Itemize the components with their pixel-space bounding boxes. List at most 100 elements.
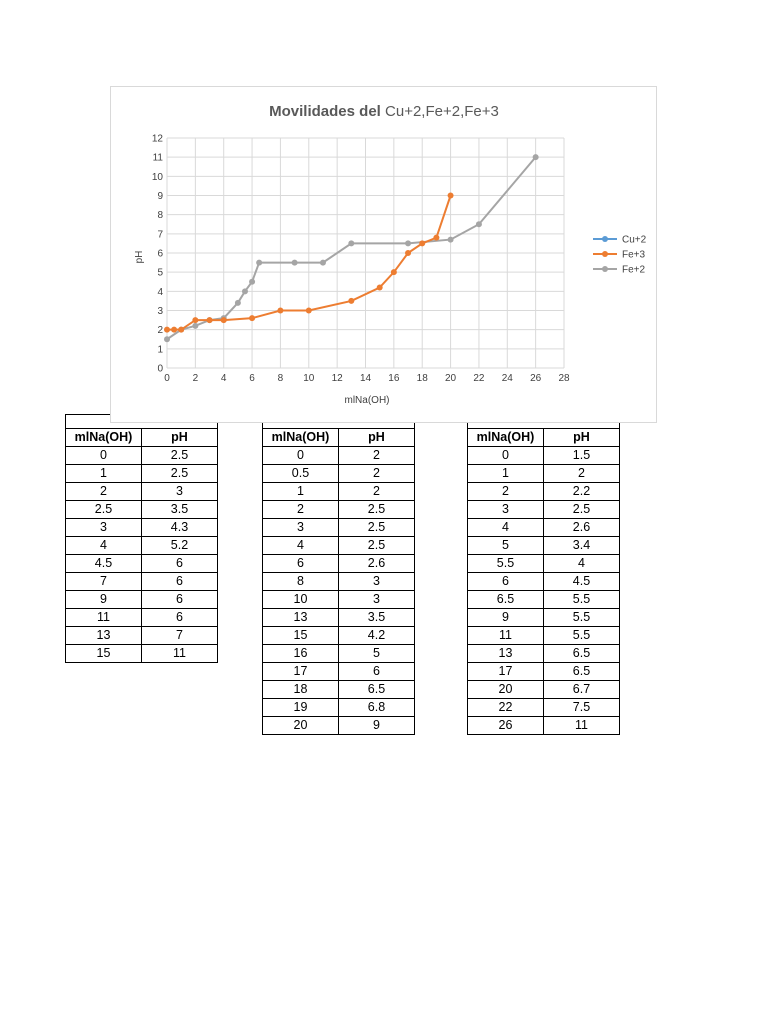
table-cell: 10 bbox=[262, 590, 339, 609]
data-point bbox=[419, 240, 426, 247]
table-cell: 9 bbox=[338, 716, 415, 735]
table-cell: 2.5 bbox=[141, 464, 218, 483]
legend-swatch-marker bbox=[602, 266, 608, 272]
table-cell: 6 bbox=[141, 554, 218, 573]
table-cell: 2 bbox=[338, 446, 415, 465]
table-cell: 2 bbox=[338, 482, 415, 501]
table-cell: 1.5 bbox=[543, 446, 620, 465]
y-tick-label: 4 bbox=[157, 287, 163, 298]
table-cell: 2.2 bbox=[543, 482, 620, 501]
data-point bbox=[249, 315, 256, 322]
data-point bbox=[234, 299, 241, 306]
table-cell: 9 bbox=[467, 608, 544, 627]
x-tick-label: 6 bbox=[249, 373, 255, 384]
table-row: 0 1.5 bbox=[467, 446, 620, 465]
table-cell: 3 bbox=[141, 482, 218, 501]
table-cell: 11 bbox=[543, 716, 620, 735]
table-cell: 0 bbox=[262, 446, 339, 465]
table-cell: 17 bbox=[467, 662, 544, 681]
series-group bbox=[164, 154, 539, 343]
table-cell: 3 bbox=[65, 518, 142, 537]
table-cell: 13 bbox=[262, 608, 339, 627]
table-cell: 6.5 bbox=[338, 680, 415, 699]
table-cell: 1 bbox=[262, 482, 339, 501]
table-cell: 7 bbox=[65, 572, 142, 591]
table-cell: 2.5 bbox=[338, 500, 415, 519]
table-cell: 6.7 bbox=[543, 680, 620, 699]
table-cell: 13 bbox=[467, 644, 544, 663]
table-cell: 3.5 bbox=[141, 500, 218, 519]
legend-swatch-marker bbox=[602, 251, 608, 257]
legend-item: Fe+2 bbox=[593, 265, 646, 276]
series-Fe+3 bbox=[164, 192, 454, 333]
table-header-row: mlNa(OH) pH bbox=[65, 428, 218, 447]
table-cell: 6 bbox=[141, 590, 218, 609]
table-cell: 5.5 bbox=[467, 554, 544, 573]
y-tick-label: 3 bbox=[157, 306, 163, 317]
legend-swatch-marker bbox=[602, 236, 608, 242]
table-row: 11 6 bbox=[65, 608, 218, 627]
table-cell: 4.2 bbox=[338, 626, 415, 645]
series-line bbox=[166, 156, 537, 341]
table-row: 0.5 2 bbox=[262, 464, 415, 483]
table-cell: 0 bbox=[467, 446, 544, 465]
x-axis-label: mlNa(OH) bbox=[345, 395, 390, 406]
table-row: 13 6.5 bbox=[467, 644, 620, 663]
table-cell: 3 bbox=[338, 572, 415, 591]
y-tick-label: 11 bbox=[153, 153, 164, 164]
y-tick-label: 0 bbox=[157, 364, 163, 375]
data-point bbox=[319, 259, 326, 266]
table-cell: 4.5 bbox=[65, 554, 142, 573]
grid-lines bbox=[166, 137, 565, 369]
column-header: pH bbox=[141, 428, 218, 447]
data-point bbox=[164, 336, 170, 343]
table-row: 17 6 bbox=[262, 662, 415, 681]
table-row: 2.5 3.5 bbox=[65, 500, 218, 519]
table-cell: 6 bbox=[338, 662, 415, 681]
data-point bbox=[241, 288, 248, 295]
table-cell: 4 bbox=[543, 554, 620, 573]
table-cu: mlNa(OH) pH 0 2.5 1 2.5 2 3 2.5 3.5 3 4.3 4 5.2 4.5 6 7 6… bbox=[65, 414, 218, 663]
table-cell: 6 bbox=[262, 554, 339, 573]
table-cell: 4.5 bbox=[543, 572, 620, 591]
column-header: mlNa(OH) bbox=[65, 428, 142, 447]
x-tick-label: 24 bbox=[502, 373, 514, 384]
chart-container: Movilidades del Cu+2,Fe+2,Fe+3 0 2 4 6 8 10 12… bbox=[110, 86, 657, 423]
table-fe2-body: mlNa(OH) pH 0 1.5 1 2 2 2.2 3 2.5 4 2.6 5 3.4 5.5 4 6 4.5… bbox=[467, 414, 620, 735]
table-row: 19 6.8 bbox=[262, 698, 415, 717]
data-point bbox=[348, 297, 355, 304]
series-Fe+2 bbox=[164, 154, 539, 343]
data-point bbox=[192, 322, 199, 329]
table-row: 4 2.6 bbox=[467, 518, 620, 537]
table-cell: 6 bbox=[467, 572, 544, 591]
data-point bbox=[220, 317, 227, 324]
table-cell: 5.5 bbox=[543, 608, 620, 627]
table-cell: 2.6 bbox=[338, 554, 415, 573]
data-point bbox=[164, 326, 170, 333]
table-cell: 11 bbox=[65, 608, 142, 627]
table-cell: 2.5 bbox=[338, 518, 415, 537]
legend-label: Fe+2 bbox=[622, 265, 646, 276]
table-cell: 9 bbox=[65, 590, 142, 609]
column-header: mlNa(OH) bbox=[262, 428, 339, 447]
y-tick-label: 12 bbox=[152, 134, 164, 145]
legend: Cu+2 Fe+3 Fe+2 bbox=[593, 235, 647, 276]
data-point bbox=[178, 326, 185, 333]
table-cell: 4 bbox=[65, 536, 142, 555]
table-cell: 18 bbox=[262, 680, 339, 699]
table-row: 9 5.5 bbox=[467, 608, 620, 627]
table-header-row: mlNa(OH) pH bbox=[262, 428, 415, 447]
y-tick-label: 2 bbox=[157, 325, 163, 336]
column-header: pH bbox=[338, 428, 415, 447]
y-tick-label: 5 bbox=[157, 268, 163, 279]
data-point bbox=[405, 250, 412, 256]
table-row: 26 11 bbox=[467, 716, 620, 735]
chart-svg: Movilidades del Cu+2,Fe+2,Fe+3 0 2 4 6 8 10 12… bbox=[134, 103, 647, 406]
table-cell: 0 bbox=[65, 446, 142, 465]
x-tick-label: 8 bbox=[278, 373, 284, 384]
table-cell: 3 bbox=[262, 518, 339, 537]
table-cell: 5.5 bbox=[543, 626, 620, 645]
table-cell: 2.5 bbox=[543, 500, 620, 519]
table-cell: 13 bbox=[65, 626, 142, 645]
